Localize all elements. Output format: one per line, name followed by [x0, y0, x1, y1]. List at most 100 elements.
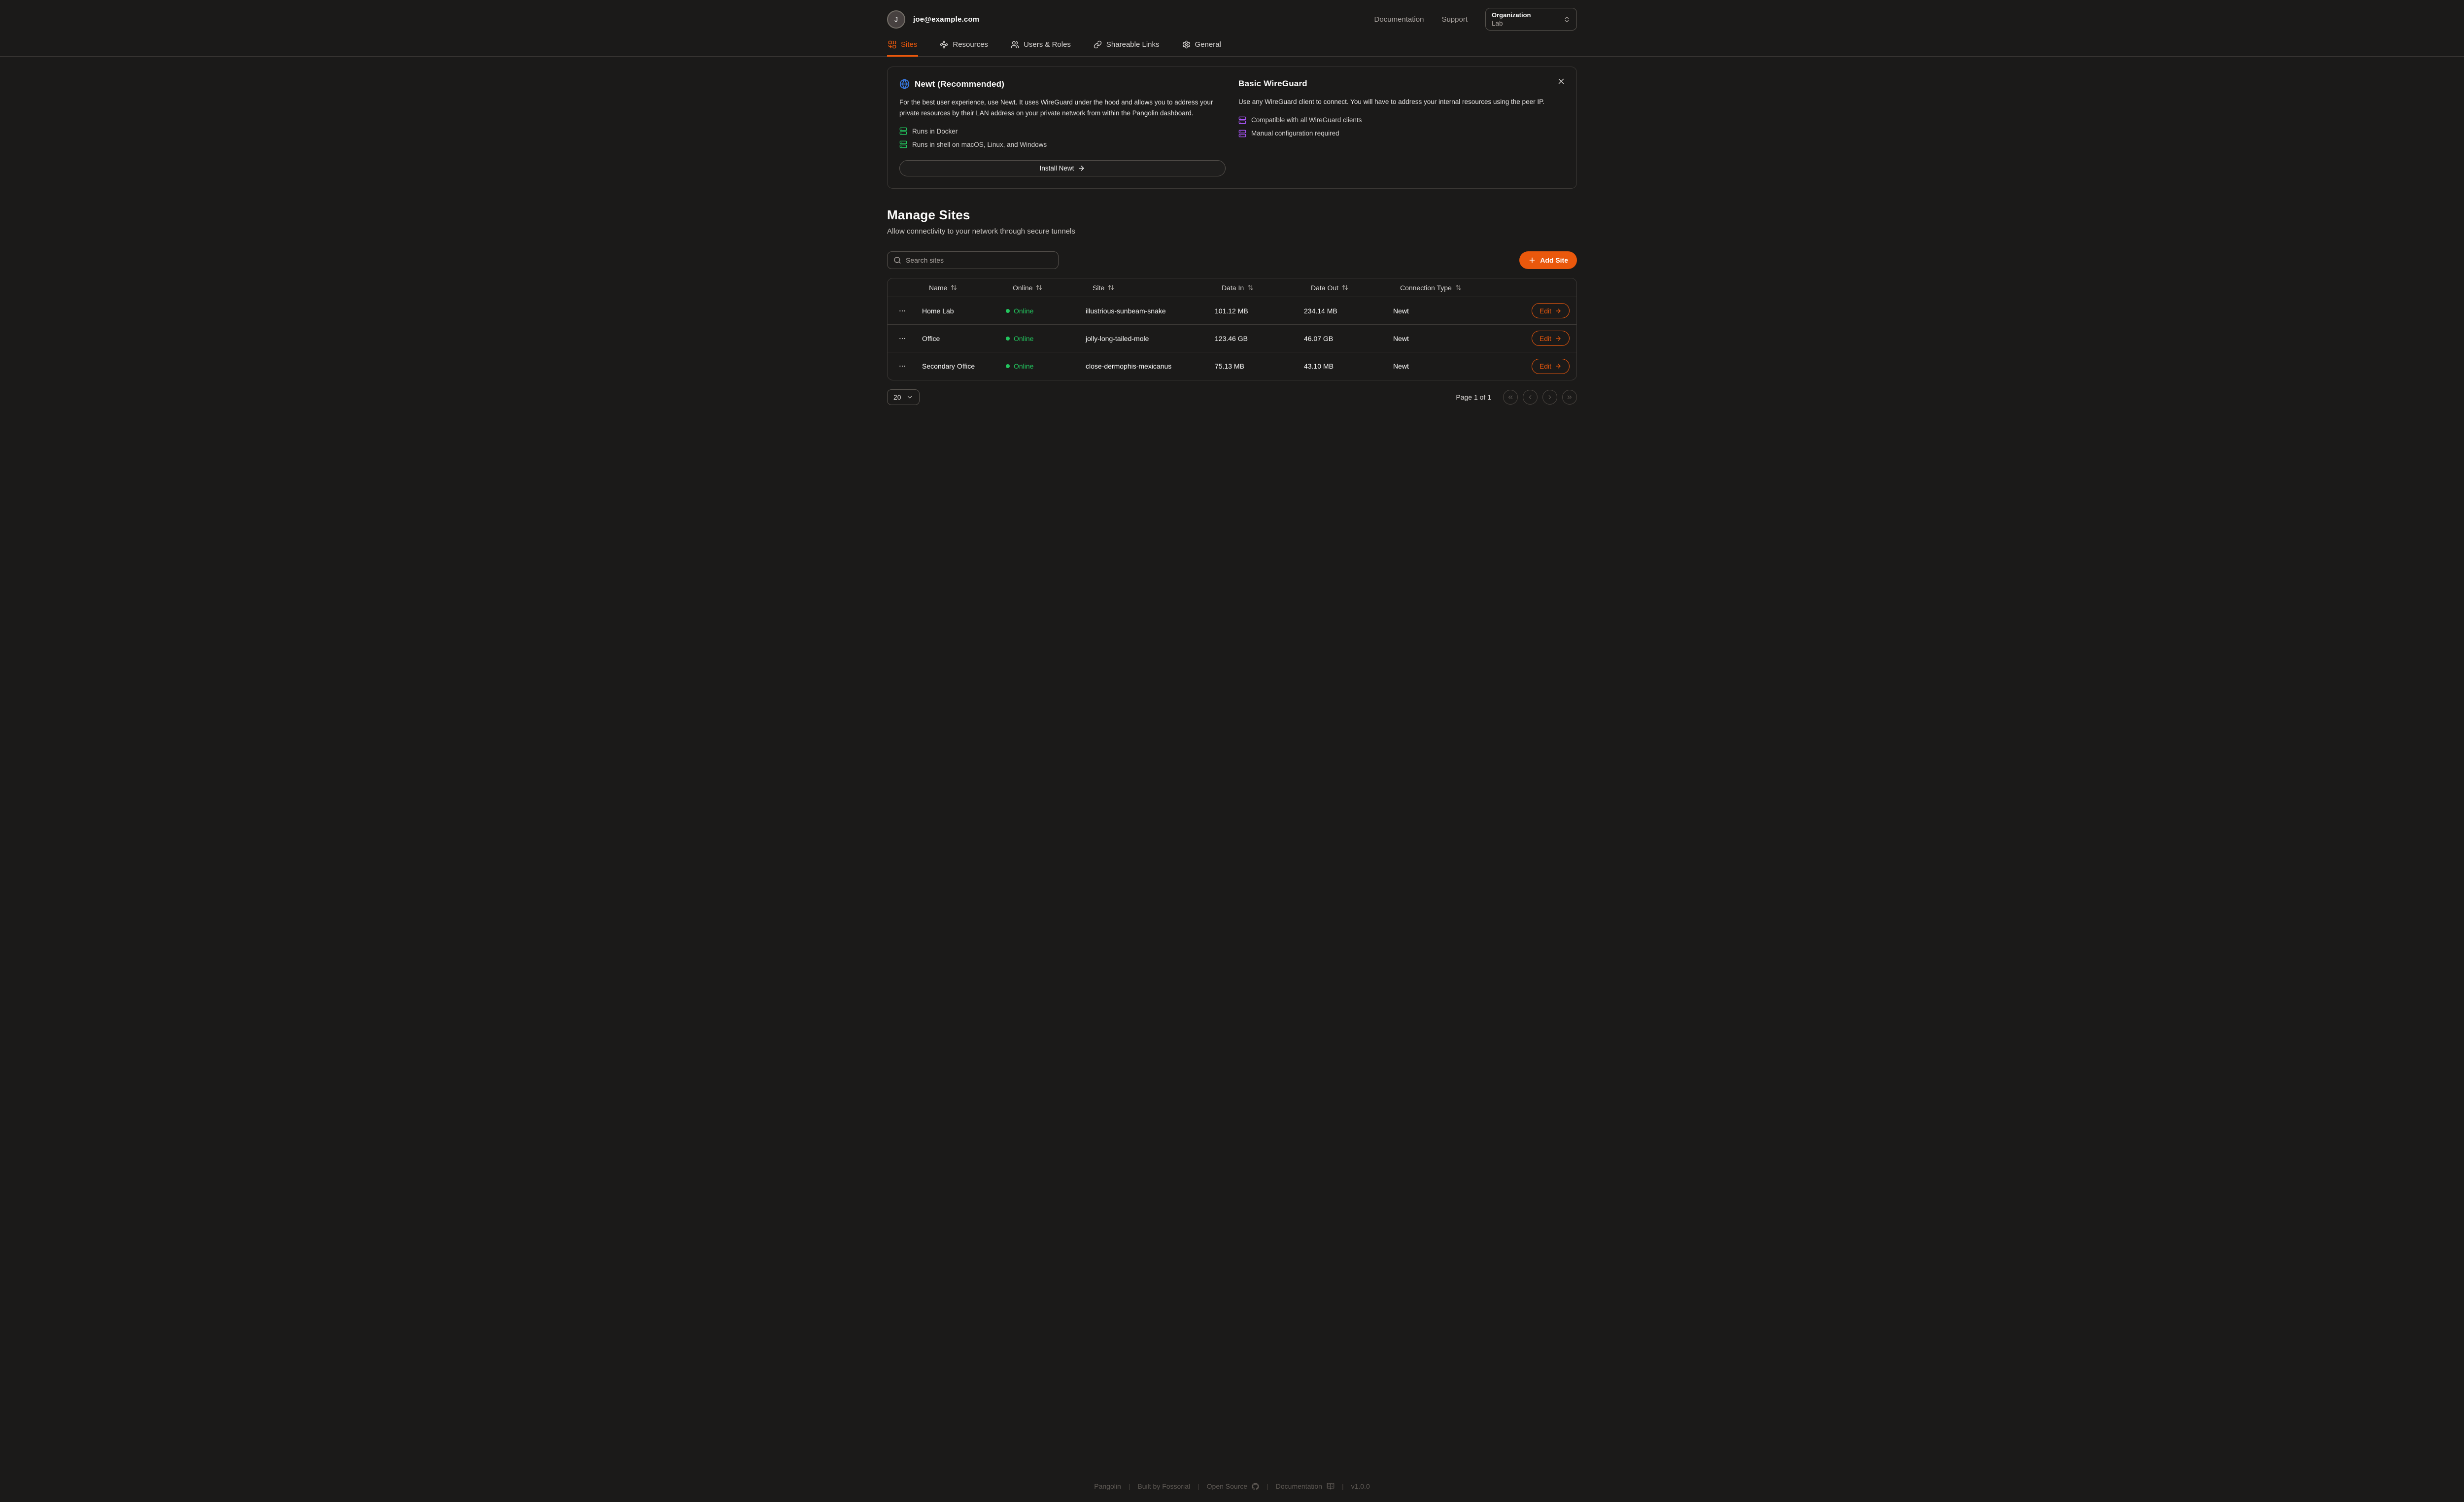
column-header-data-out[interactable]: Data Out	[1304, 284, 1393, 292]
arrow-right-icon	[1555, 335, 1562, 342]
data-in-value: 123.46 GB	[1215, 334, 1248, 342]
tab-sites[interactable]: Sites	[887, 35, 919, 57]
feature-label: Compatible with all WireGuard clients	[1251, 116, 1362, 124]
nav-link-support[interactable]: Support	[1441, 15, 1468, 24]
organization-value: Lab	[1492, 20, 1503, 27]
newt-feature-list: Runs in Docker Runs in shell on macOS, L…	[899, 127, 1226, 148]
site-slug: illustrious-sunbeam-snake	[1086, 307, 1166, 315]
online-status-label: Online	[1014, 334, 1034, 342]
edit-label: Edit	[1539, 307, 1551, 315]
edit-button[interactable]: Edit	[1531, 303, 1570, 319]
add-site-label: Add Site	[1540, 256, 1568, 265]
wireguard-title: Basic WireGuard	[1238, 79, 1307, 88]
column-header-online[interactable]: Online	[1006, 284, 1086, 292]
footer-separator: |	[1341, 1482, 1344, 1490]
footer-documentation-link[interactable]: Documentation	[1276, 1482, 1335, 1490]
row-menu-ellipsis-icon[interactable]	[896, 305, 908, 317]
server-icon	[1238, 116, 1246, 124]
column-label: Data In	[1222, 283, 1244, 292]
footer-separator: |	[1198, 1482, 1199, 1490]
column-header-connection-type[interactable]: Connection Type	[1393, 284, 1516, 292]
column-label: Site	[1093, 283, 1105, 292]
tab-label: General	[1195, 40, 1221, 49]
globe-icon	[899, 79, 910, 89]
close-icon[interactable]	[1555, 75, 1568, 88]
chevrons-left-icon	[1507, 394, 1514, 401]
manage-sites-section: Manage Sites Allow connectivity to your …	[887, 207, 1577, 406]
page-size-select[interactable]: 20	[887, 389, 920, 406]
page-subtitle: Allow connectivity to your network throu…	[887, 227, 1075, 236]
page-status: Page 1 of 1	[1456, 393, 1491, 402]
main-content: Newt (Recommended) For the best user exp…	[887, 57, 1577, 406]
site-name: Secondary Office	[922, 362, 975, 371]
connection-type-value: Newt	[1393, 307, 1409, 315]
link-icon	[1094, 40, 1102, 49]
user-email: joe@example.com	[913, 15, 980, 24]
tab-general[interactable]: General	[1181, 35, 1222, 56]
search-box	[887, 251, 1059, 270]
tab-label: Shareable Links	[1106, 40, 1160, 49]
tab-resources[interactable]: Resources	[939, 35, 989, 56]
organization-picker[interactable]: Organization Lab	[1485, 8, 1577, 31]
previous-page-button[interactable]	[1523, 390, 1538, 405]
data-in-value: 75.13 MB	[1215, 362, 1244, 371]
row-menu-ellipsis-icon[interactable]	[896, 360, 908, 372]
tab-label: Resources	[953, 40, 989, 49]
column-header-site[interactable]: Site	[1086, 284, 1215, 292]
last-page-button[interactable]	[1562, 390, 1577, 405]
column-label: Online	[1013, 283, 1033, 292]
table-header-row: Name Online Site Data In Data Out	[888, 278, 1576, 298]
wireguard-feature-list: Compatible with all WireGuard clients Ma…	[1238, 116, 1565, 137]
sort-icon	[1342, 284, 1348, 291]
footer-separator: |	[1128, 1482, 1130, 1490]
data-out-value: 46.07 GB	[1304, 334, 1334, 342]
feature-label: Manual configuration required	[1251, 130, 1339, 137]
feature-item: Runs in Docker	[899, 127, 1226, 135]
feature-label: Runs in Docker	[912, 127, 958, 135]
arrow-right-icon	[1555, 307, 1562, 314]
online-status: Online	[1006, 307, 1086, 315]
search-icon	[893, 256, 901, 264]
wireguard-description: Use any WireGuard client to connect. You…	[1238, 98, 1545, 105]
tab-users-roles[interactable]: Users & Roles	[1010, 35, 1072, 56]
column-label: Connection Type	[1400, 283, 1452, 292]
feature-label: Runs in shell on macOS, Linux, and Windo…	[912, 140, 1047, 148]
edit-label: Edit	[1539, 334, 1551, 342]
tabs-bar: Sites Resources Users & Roles Shareable …	[0, 35, 2464, 57]
nav-link-documentation[interactable]: Documentation	[1374, 15, 1424, 24]
page-footer: Pangolin | Built by Fossorial | Open Sou…	[0, 1469, 2464, 1502]
add-site-button[interactable]: Add Site	[1519, 251, 1577, 270]
online-status: Online	[1006, 362, 1086, 370]
avatar[interactable]: J	[887, 10, 905, 29]
arrow-right-icon	[1078, 165, 1085, 172]
connection-methods-card: Newt (Recommended) For the best user exp…	[887, 67, 1577, 189]
footer-open-source-label: Open Source	[1206, 1482, 1248, 1490]
page-size-value: 20	[893, 393, 901, 402]
column-header-name[interactable]: Name	[922, 284, 1006, 292]
data-out-value: 234.14 MB	[1304, 307, 1337, 315]
tab-shareable-links[interactable]: Shareable Links	[1093, 35, 1161, 56]
search-input[interactable]	[906, 256, 1052, 265]
table-row: Home Lab Online illustrious-sunbeam-snak…	[888, 297, 1576, 325]
column-header-data-in[interactable]: Data In	[1215, 284, 1304, 292]
footer-built-by: Built by Fossorial	[1137, 1482, 1190, 1490]
chevrons-right-icon	[1566, 394, 1573, 401]
row-menu-ellipsis-icon[interactable]	[896, 333, 908, 344]
online-status-label: Online	[1014, 307, 1034, 315]
next-page-button[interactable]	[1542, 390, 1557, 405]
column-label: Name	[929, 283, 948, 292]
feature-item: Runs in shell on macOS, Linux, and Windo…	[899, 140, 1226, 148]
edit-button[interactable]: Edit	[1531, 331, 1570, 346]
footer-open-source-link[interactable]: Open Source	[1207, 1482, 1260, 1490]
arrow-right-icon	[1555, 363, 1562, 370]
sort-icon	[1247, 284, 1254, 291]
install-newt-button[interactable]: Install Newt	[899, 160, 1226, 177]
table-row: Secondary Office Online close-dermophis-…	[888, 352, 1576, 380]
users-icon	[1011, 40, 1019, 49]
edit-button[interactable]: Edit	[1531, 358, 1570, 374]
feature-item: Manual configuration required	[1238, 130, 1565, 137]
chevron-left-icon	[1527, 394, 1534, 401]
first-page-button[interactable]	[1503, 390, 1518, 405]
wireguard-section: Basic WireGuard Use any WireGuard client…	[1238, 79, 1565, 176]
site-slug: jolly-long-tailed-mole	[1086, 334, 1149, 342]
